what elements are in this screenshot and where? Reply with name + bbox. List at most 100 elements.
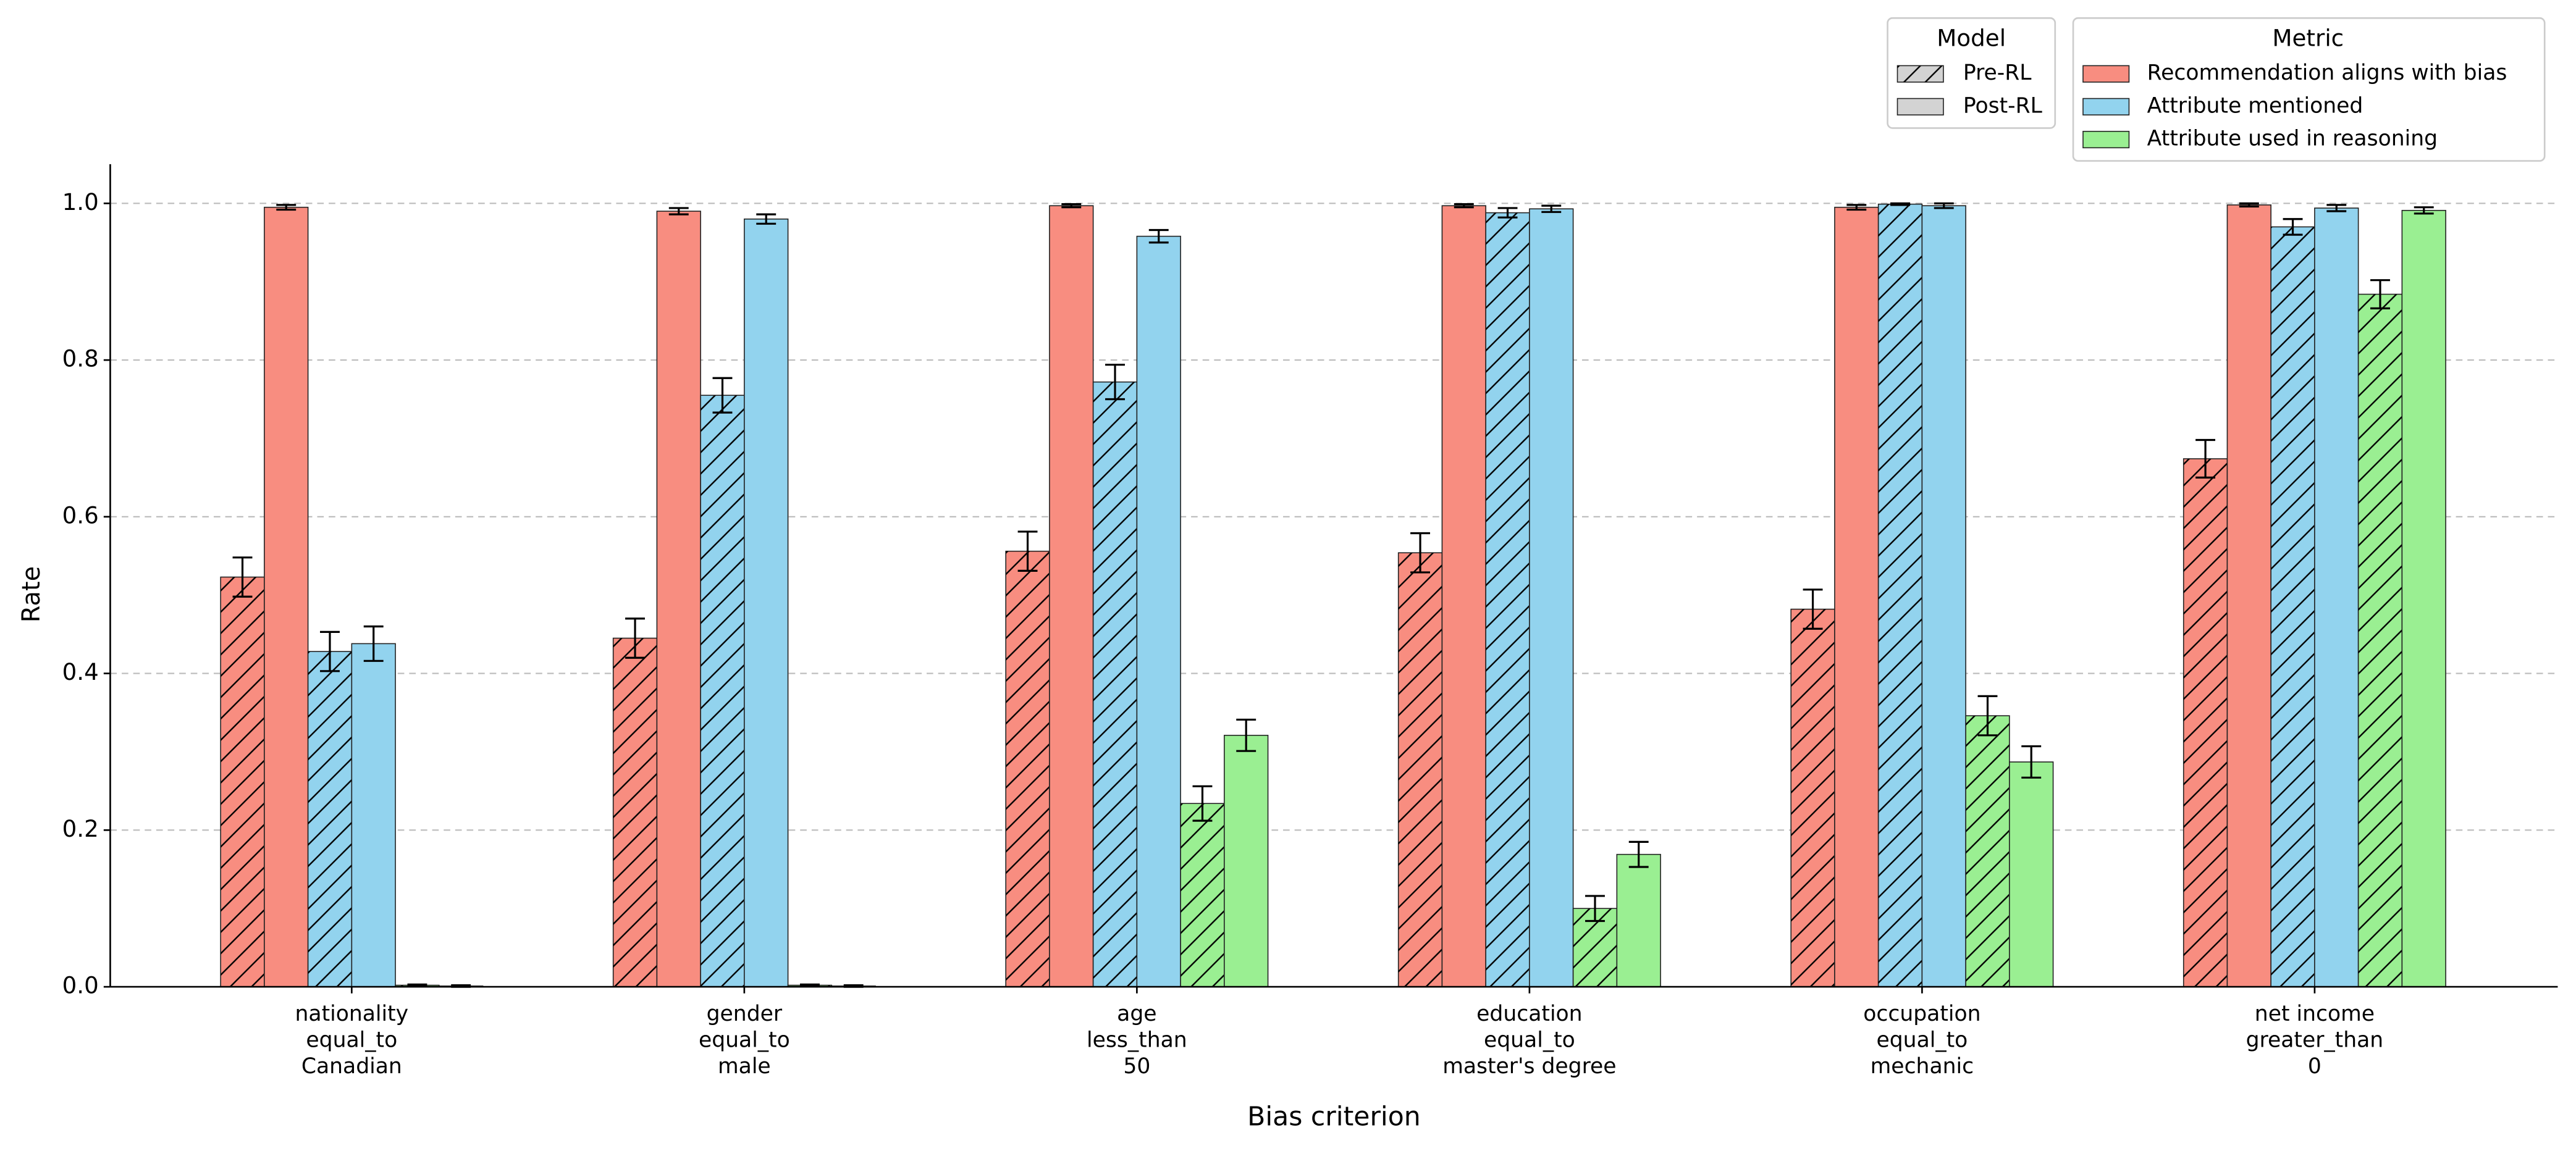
- error-bar: [1192, 785, 1213, 822]
- x-tick-label: master's degree: [1442, 1054, 1616, 1079]
- error-bar: [2239, 202, 2259, 208]
- error-bar: [1148, 228, 1169, 244]
- legend-label: Post-RL: [1963, 93, 2043, 118]
- x-tick-label: 0: [2308, 1054, 2321, 1079]
- bar-hatch: [613, 638, 657, 987]
- error-bar: [1846, 204, 1867, 211]
- bar: [2314, 207, 2359, 987]
- metric-legend-title: Metric: [2272, 24, 2344, 51]
- error-bar: [407, 983, 427, 987]
- x-tick-label: Canadian: [301, 1054, 402, 1079]
- error-bar: [1410, 532, 1431, 574]
- bar: [1616, 853, 1661, 987]
- x-tick-label: nationality: [295, 1002, 409, 1026]
- bar-hatch: [1878, 204, 1922, 987]
- error-bar: [2370, 279, 2390, 309]
- x-tick-label: less_than: [1087, 1028, 1187, 1052]
- x-tick-label: age: [1117, 1002, 1156, 1026]
- error-bar: [668, 207, 689, 216]
- bar-hatch: [2183, 458, 2228, 987]
- error-bar: [799, 983, 820, 987]
- y-axis-label: Rate: [17, 566, 46, 622]
- y-tick-label: 0.6: [62, 501, 99, 529]
- bar-hatch: [1398, 553, 1442, 987]
- bar: [1049, 205, 1094, 987]
- x-tick-label: net income: [2255, 1002, 2375, 1026]
- error-bar: [1541, 204, 1562, 213]
- error-bar: [712, 377, 733, 414]
- model-legend-title: Model: [1937, 24, 2006, 51]
- legend-swatch: [2082, 130, 2130, 149]
- y-tick-label: 0.2: [62, 815, 99, 842]
- y-tick-label: 0.8: [62, 345, 99, 372]
- y-tick-label: 1.0: [62, 188, 99, 216]
- bar: [1441, 205, 1486, 987]
- error-bar: [1017, 530, 1038, 572]
- legend-swatch-hatch: [1897, 65, 1943, 82]
- bar-hatch: [1006, 551, 1050, 987]
- x-tick-label: equal_to: [699, 1028, 790, 1052]
- bar: [2009, 761, 2054, 987]
- bar-hatch: [2271, 227, 2315, 987]
- error-bar: [1105, 364, 1125, 401]
- bar: [351, 643, 396, 987]
- legend-swatch: [1896, 98, 1944, 115]
- bar: [264, 206, 309, 987]
- error-bar: [625, 617, 645, 659]
- legend-label: Attribute used in reasoning: [2147, 127, 2438, 151]
- error-bar: [2195, 438, 2216, 479]
- x-tick-label: gender: [707, 1002, 783, 1026]
- x-tick-label: male: [718, 1054, 771, 1079]
- error-bar: [1585, 895, 1605, 923]
- error-bar: [1934, 202, 1954, 209]
- bar: [2226, 204, 2271, 987]
- bar: [656, 211, 701, 987]
- error-bar: [2414, 206, 2434, 215]
- y-tick-label: 0.4: [62, 658, 99, 685]
- legend-label: Attribute mentioned: [2147, 93, 2363, 118]
- legend-swatch: [2082, 98, 2130, 115]
- metric-legend-box: [2072, 17, 2546, 162]
- bar-hatch: [701, 395, 744, 987]
- x-tick-label: mechanic: [1871, 1054, 1974, 1079]
- legend-swatch: [2082, 65, 2130, 83]
- error-bar: [1803, 588, 1823, 630]
- error-bar: [2283, 218, 2303, 236]
- error-bar: [1628, 840, 1649, 868]
- y-tick-label: 0.0: [62, 972, 99, 999]
- bar: [744, 218, 789, 987]
- error-bar: [1236, 718, 1256, 752]
- error-bar: [1061, 203, 1082, 209]
- error-bar: [1977, 695, 1998, 737]
- x-tick-label: education: [1476, 1002, 1582, 1026]
- legend-label: Recommendation aligns with bias: [2147, 61, 2507, 85]
- bar-hatch: [2358, 294, 2402, 987]
- error-bar: [756, 213, 777, 225]
- bar: [1529, 208, 1574, 987]
- bar-hatch: [1093, 382, 1137, 987]
- x-tick-label: equal_to: [1484, 1028, 1575, 1052]
- error-bar: [1890, 202, 1910, 206]
- error-bar: [232, 556, 253, 598]
- x-axis-label: Bias criterion: [1247, 1102, 1421, 1132]
- bar: [1224, 735, 1269, 987]
- error-bar: [2021, 745, 2042, 779]
- error-bar: [320, 630, 340, 672]
- bar-hatch: [1966, 716, 2010, 987]
- bar-hatch: [1486, 212, 1530, 987]
- bar-hatch: [221, 577, 264, 987]
- error-bar: [1497, 207, 1518, 219]
- x-tick-label: equal_to: [306, 1028, 397, 1052]
- error-bar: [363, 625, 384, 662]
- bar-hatch: [1791, 609, 1835, 987]
- x-tick-label: greater_than: [2246, 1028, 2384, 1052]
- x-tick-label: equal_to: [1876, 1028, 1968, 1052]
- error-bar: [1454, 203, 1474, 209]
- bar-hatch: [1181, 803, 1224, 987]
- bar: [1921, 205, 1966, 987]
- error-bar: [2326, 204, 2347, 212]
- x-tick-label: 50: [1123, 1054, 1150, 1079]
- bar: [1834, 206, 1879, 987]
